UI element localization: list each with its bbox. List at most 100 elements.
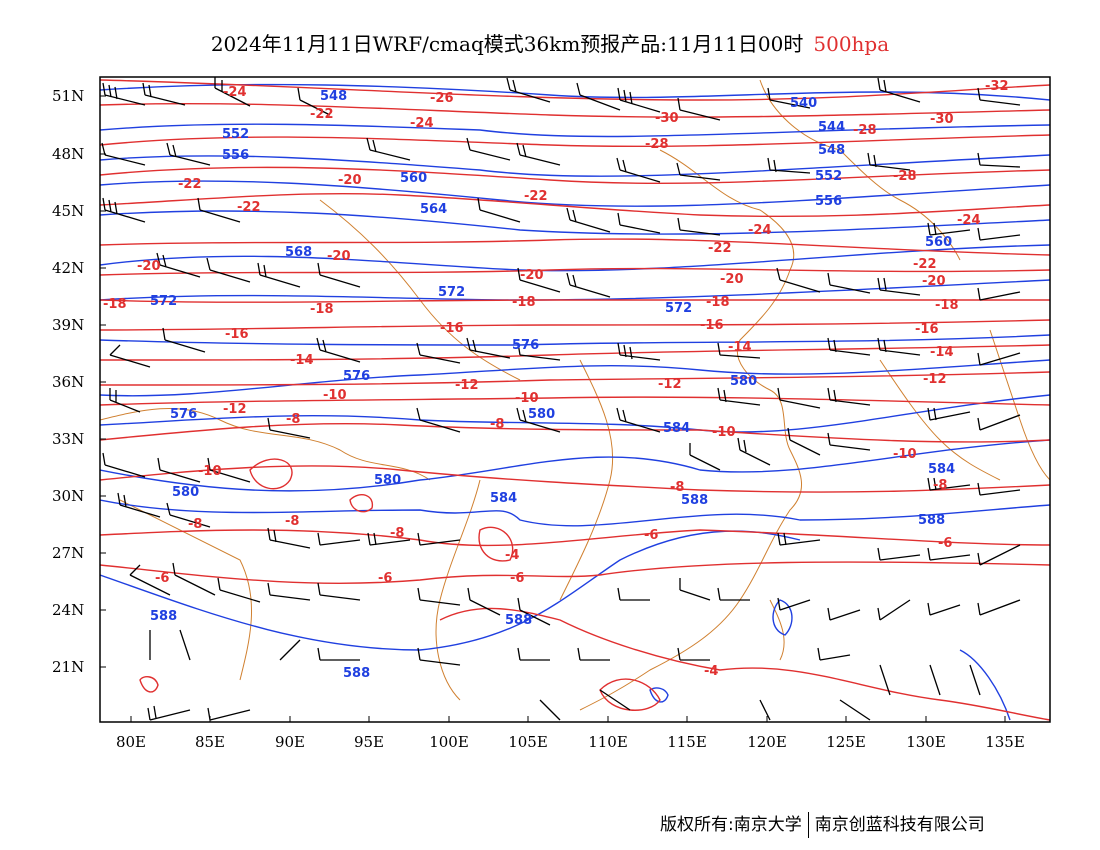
svg-text:588: 588 xyxy=(505,613,532,628)
lon-label-90e: 90E xyxy=(274,733,306,751)
copyright-footer: 版权所有:南京大学 南京创蓝科技有限公司 xyxy=(660,810,985,838)
svg-text:-10: -10 xyxy=(893,447,917,462)
wind-barbs xyxy=(101,77,1021,721)
svg-text:552: 552 xyxy=(815,169,842,184)
lat-label-36n: 36N xyxy=(52,373,85,391)
lon-label-80e: 80E xyxy=(115,733,147,751)
svg-text:-10: -10 xyxy=(198,464,222,479)
svg-text:556: 556 xyxy=(222,148,249,163)
svg-text:576: 576 xyxy=(512,338,539,353)
svg-text:588: 588 xyxy=(150,609,177,624)
height-labels: 548 552 556 560 564 568 572 572 572 576 … xyxy=(150,89,955,681)
svg-text:-8: -8 xyxy=(285,514,299,529)
lon-label-110e: 110E xyxy=(588,733,628,751)
svg-text:-8: -8 xyxy=(670,480,684,495)
svg-text:584: 584 xyxy=(490,491,517,506)
svg-text:-6: -6 xyxy=(938,536,952,551)
lat-label-42n: 42N xyxy=(52,259,85,277)
svg-text:-22: -22 xyxy=(178,177,202,192)
svg-text:-8: -8 xyxy=(933,478,947,493)
svg-text:-28: -28 xyxy=(645,137,669,152)
svg-text:-28: -28 xyxy=(893,169,917,184)
lon-label-115e: 115E xyxy=(667,733,707,751)
svg-text:-24: -24 xyxy=(957,213,981,228)
svg-text:-22: -22 xyxy=(913,257,937,272)
svg-text:-6: -6 xyxy=(378,571,392,586)
svg-text:572: 572 xyxy=(150,294,177,309)
svg-text:-18: -18 xyxy=(512,295,536,310)
svg-text:-28: -28 xyxy=(853,123,877,138)
svg-text:-18: -18 xyxy=(310,302,334,317)
svg-text:588: 588 xyxy=(918,513,945,528)
temperature-contours xyxy=(100,79,1050,721)
lon-label-130e: 130E xyxy=(906,733,946,751)
svg-text:-4: -4 xyxy=(704,664,718,679)
svg-text:-22: -22 xyxy=(237,200,261,215)
svg-text:568: 568 xyxy=(285,245,312,260)
lat-label-45n: 45N xyxy=(52,202,85,220)
svg-text:580: 580 xyxy=(528,407,555,422)
lat-label-30n: 30N xyxy=(52,487,85,505)
footer-divider xyxy=(807,812,809,838)
svg-text:580: 580 xyxy=(730,374,757,389)
svg-text:576: 576 xyxy=(343,369,370,384)
copyright-left: 版权所有:南京大学 xyxy=(660,815,802,835)
svg-text:584: 584 xyxy=(928,462,955,477)
svg-text:-12: -12 xyxy=(658,377,682,392)
svg-text:-12: -12 xyxy=(455,378,479,393)
svg-text:-30: -30 xyxy=(655,111,679,126)
svg-text:-14: -14 xyxy=(290,353,314,368)
svg-text:-8: -8 xyxy=(490,417,504,432)
svg-text:-14: -14 xyxy=(728,340,752,355)
lon-label-85e: 85E xyxy=(194,733,226,751)
svg-text:588: 588 xyxy=(343,666,370,681)
svg-text:-20: -20 xyxy=(338,173,362,188)
lat-label-27n: 27N xyxy=(52,544,85,562)
svg-text:-18: -18 xyxy=(706,295,730,310)
svg-text:-12: -12 xyxy=(223,402,247,417)
lon-label-120e: 120E xyxy=(747,733,787,751)
svg-text:-8: -8 xyxy=(390,526,404,541)
lat-label-48n: 48N xyxy=(52,145,85,163)
svg-text:548: 548 xyxy=(818,143,845,158)
svg-text:-16: -16 xyxy=(915,322,939,337)
svg-text:-30: -30 xyxy=(930,112,954,127)
svg-text:-16: -16 xyxy=(700,318,724,333)
lon-label-135e: 135E xyxy=(985,733,1025,751)
lon-label-100e: 100E xyxy=(429,733,469,751)
svg-text:544: 544 xyxy=(818,120,845,135)
svg-text:-20: -20 xyxy=(520,268,544,283)
svg-text:560: 560 xyxy=(925,235,952,250)
svg-text:572: 572 xyxy=(438,285,465,300)
svg-text:-22: -22 xyxy=(708,241,732,256)
svg-text:-12: -12 xyxy=(923,372,947,387)
svg-text:560: 560 xyxy=(400,171,427,186)
lat-label-33n: 33N xyxy=(52,430,85,448)
svg-text:548: 548 xyxy=(320,89,347,104)
svg-text:-8: -8 xyxy=(286,412,300,427)
lat-label-21n: 21N xyxy=(52,658,85,676)
svg-text:-20: -20 xyxy=(720,272,744,287)
lon-label-125e: 125E xyxy=(826,733,866,751)
svg-text:552: 552 xyxy=(222,127,249,142)
copyright-right: 南京创蓝科技有限公司 xyxy=(814,815,985,835)
svg-text:572: 572 xyxy=(665,301,692,316)
svg-text:584: 584 xyxy=(663,421,690,436)
svg-text:-24: -24 xyxy=(223,85,247,100)
lat-label-24n: 24N xyxy=(52,601,85,619)
svg-text:580: 580 xyxy=(172,485,199,500)
svg-text:-18: -18 xyxy=(103,297,127,312)
lat-label-39n: 39N xyxy=(52,316,85,334)
svg-text:-20: -20 xyxy=(327,249,351,264)
svg-text:-20: -20 xyxy=(137,259,161,274)
svg-text:-10: -10 xyxy=(515,391,539,406)
title-level: 500hpa xyxy=(813,32,890,56)
svg-text:-24: -24 xyxy=(748,223,772,238)
svg-text:576: 576 xyxy=(170,407,197,422)
axis-ticks xyxy=(100,95,1006,722)
title-main: 2024年11月11日WRF/cmaq模式36km预报产品:11月11日00时 xyxy=(210,32,804,56)
svg-text:-6: -6 xyxy=(510,571,524,586)
svg-text:-14: -14 xyxy=(930,345,954,360)
lat-label-51n: 51N xyxy=(52,87,85,105)
